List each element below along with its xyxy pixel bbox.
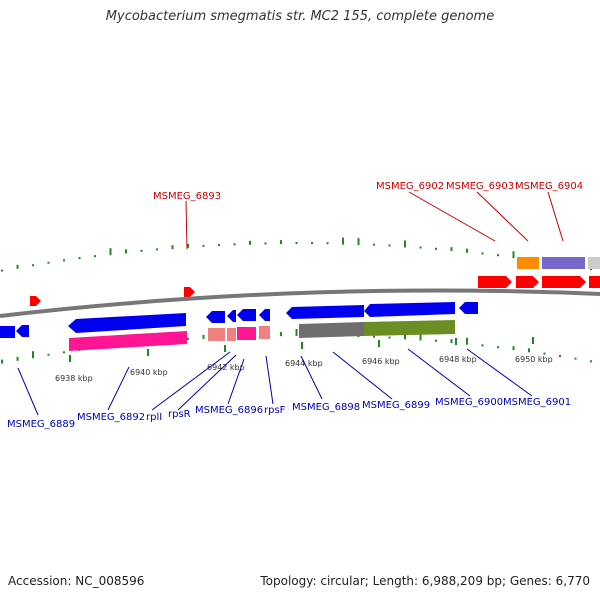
leader-line <box>107 366 130 411</box>
scale-tick-6948: 6948 kbp <box>439 338 477 364</box>
gene-arrow-reverse[interactable] <box>227 310 236 322</box>
gene-label-msmeg-6902[interactable]: MSMEG_6902 <box>376 181 444 192</box>
feature-olive <box>364 320 455 336</box>
feature-violet <box>542 257 585 269</box>
map-title: Mycobacterium smegmatis str. MC2 155, co… <box>105 9 495 24</box>
scale-tick-6942: 6942 kbp <box>207 345 245 372</box>
leader-line <box>332 351 393 400</box>
gene-arrow-forward[interactable] <box>516 276 539 288</box>
leader-line <box>151 351 231 411</box>
gene-label-rpsf[interactable]: rpsF <box>264 405 286 416</box>
gene-label-msmeg-6893[interactable]: MSMEG_6893 <box>153 191 221 202</box>
leader-line <box>407 348 471 397</box>
gene-arrow-reverse[interactable] <box>364 302 455 317</box>
gene-arrow-reverse[interactable] <box>206 311 225 323</box>
gene-arrow-forward[interactable] <box>542 276 586 288</box>
svg-text:6950 kbp: 6950 kbp <box>515 355 553 364</box>
gene-label-msmeg-6901[interactable]: MSMEG_6901 <box>503 397 571 408</box>
leader-line <box>547 191 564 242</box>
leader-line <box>300 355 323 400</box>
gene-arrow-forward[interactable] <box>30 296 41 306</box>
leader-line <box>185 200 188 250</box>
feature-darkgrey <box>299 322 364 338</box>
gene-arrow-forward[interactable] <box>589 276 600 288</box>
genome-backbone <box>0 288 600 318</box>
gene-arrow-forward[interactable] <box>478 276 512 288</box>
feature-salmon <box>259 326 270 339</box>
feature-magenta <box>69 331 187 351</box>
gene-arrow-forward[interactable] <box>184 287 195 297</box>
gene-arrow-reverse[interactable] <box>259 309 270 321</box>
gene-label-msmeg-6900[interactable]: MSMEG_6900 <box>435 397 503 408</box>
gc-track-upper <box>1 237 592 272</box>
gene-label-msmeg-6892[interactable]: MSMEG_6892 <box>77 412 145 423</box>
accession-text: Accession: NC_008596 <box>8 574 145 588</box>
feature-magenta <box>237 327 256 340</box>
leader-line <box>466 348 533 397</box>
gene-arrow-reverse[interactable] <box>286 305 364 319</box>
feature-grey <box>588 257 600 269</box>
leader-line <box>177 354 237 411</box>
leader-line <box>227 358 245 405</box>
gene-label-msmeg-6904[interactable]: MSMEG_6904 <box>515 181 583 192</box>
scale-tick-6940: 6940 kbp <box>130 349 168 377</box>
svg-text:6944 kbp: 6944 kbp <box>285 359 323 368</box>
scale-tick-6950: 6950 kbp <box>515 337 553 364</box>
gene-arrow-reverse[interactable] <box>459 302 478 314</box>
gene-arrow-reverse[interactable] <box>237 309 256 321</box>
gene-arrow-reverse[interactable] <box>68 313 186 333</box>
gene-label-msmeg-6898[interactable]: MSMEG_6898 <box>292 402 360 413</box>
genome-summary-text: Topology: circular; Length: 6,988,209 bp… <box>260 574 590 588</box>
svg-text:6948 kbp: 6948 kbp <box>439 355 477 364</box>
gene-label-rpli[interactable]: rplI <box>146 412 162 423</box>
gene-label-rpsr[interactable]: rpsR <box>168 409 191 420</box>
scale-tick-6946: 6946 kbp <box>362 340 400 366</box>
feature-salmon <box>208 328 225 341</box>
svg-text:6940 kbp: 6940 kbp <box>130 368 168 377</box>
gene-label-msmeg-6896[interactable]: MSMEG_6896 <box>195 405 263 416</box>
gene-arrow-reverse[interactable] <box>16 325 29 337</box>
gene-label-msmeg-6899[interactable]: MSMEG_6899 <box>362 400 430 411</box>
gene-label-msmeg-6889[interactable]: MSMEG_6889 <box>7 419 75 430</box>
gene-label-msmeg-6903[interactable]: MSMEG_6903 <box>446 181 514 192</box>
svg-text:6946 kbp: 6946 kbp <box>362 357 400 366</box>
scale-tick-6938: 6938 kbp <box>55 355 93 383</box>
leader-line <box>265 355 274 405</box>
svg-text:6942 kbp: 6942 kbp <box>207 363 245 372</box>
leader-line <box>476 191 529 242</box>
gene-arrow-reverse[interactable] <box>0 326 15 338</box>
svg-text:6938 kbp: 6938 kbp <box>55 374 93 383</box>
leader-line <box>408 191 496 242</box>
leader-line <box>17 367 39 416</box>
feature-salmon <box>227 328 236 341</box>
scale-tick-6944: 6944 kbp <box>285 342 323 368</box>
feature-orange <box>517 257 539 269</box>
